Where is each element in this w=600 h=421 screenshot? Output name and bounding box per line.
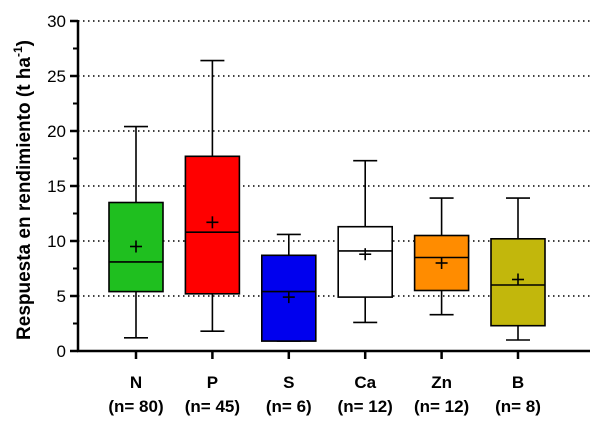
x-sample-size-label: (n= 80) <box>108 397 163 416</box>
x-tick-label: N <box>130 373 142 392</box>
x-tick-label: P <box>207 373 218 392</box>
x-sample-size-label: (n= 12) <box>338 397 393 416</box>
x-sample-size-label: (n= 45) <box>185 397 240 416</box>
box-N <box>108 125 164 339</box>
y-tick-label: 10 <box>47 232 66 251</box>
y-tick-label: 25 <box>47 67 66 86</box>
y-axis-title-main: Respuesta en rendimiento (t ha <box>14 57 35 340</box>
x-sample-size-label: (n= 12) <box>414 397 469 416</box>
y-axis-title: Respuesta en rendimiento (t ha-1) <box>11 40 35 340</box>
y-tick-label: 0 <box>57 342 66 361</box>
box-Ca <box>337 159 394 324</box>
y-tick-label: 20 <box>47 122 66 141</box>
box-iqr <box>337 225 394 298</box>
x-tick-label: Ca <box>354 373 376 392</box>
y-tick-label: 30 <box>47 12 66 31</box>
y-tick-label: 5 <box>57 287 66 306</box>
x-tick-label: B <box>512 373 524 392</box>
box-Zn <box>413 197 470 316</box>
axes: N (n= 80) P (n= 45) S (n= 6) Ca (n= 12) Zn (n= 12… <box>47 12 590 416</box>
x-sample-size-label: (n= 6) <box>266 397 312 416</box>
y-tick-label: 15 <box>47 177 66 196</box>
x-tick-label: Zn <box>431 373 452 392</box>
box-P <box>184 59 241 333</box>
x-sample-size-label: (n= 8) <box>495 397 541 416</box>
y-axis-title-close: ) <box>14 40 35 46</box>
box-S <box>260 233 317 342</box>
y-axis-title-exponent: -1 <box>11 46 25 57</box>
box-B <box>490 197 546 341</box>
boxes <box>108 59 546 342</box>
x-tick-label: S <box>283 373 294 392</box>
